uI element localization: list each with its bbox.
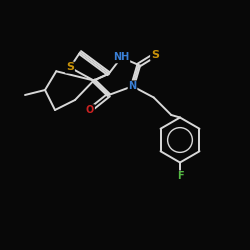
Text: F: F	[177, 171, 183, 181]
Text: O: O	[86, 105, 94, 115]
Text: S: S	[151, 50, 159, 60]
Text: N: N	[128, 81, 136, 91]
Text: NH: NH	[113, 52, 130, 62]
Text: S: S	[66, 62, 74, 72]
